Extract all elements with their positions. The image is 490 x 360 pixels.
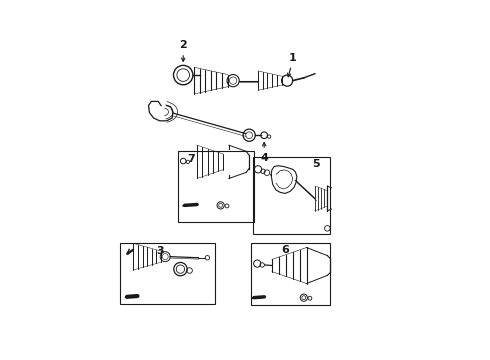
Bar: [252, 157, 330, 234]
Bar: [251, 243, 330, 305]
Text: 2: 2: [179, 40, 187, 50]
Text: 1: 1: [289, 53, 296, 63]
Text: 6: 6: [281, 245, 289, 255]
Bar: [120, 243, 215, 304]
Bar: [178, 151, 254, 222]
Text: 5: 5: [312, 159, 320, 169]
Text: 3: 3: [156, 246, 164, 256]
Text: 7: 7: [187, 153, 195, 163]
Text: 4: 4: [260, 153, 268, 163]
